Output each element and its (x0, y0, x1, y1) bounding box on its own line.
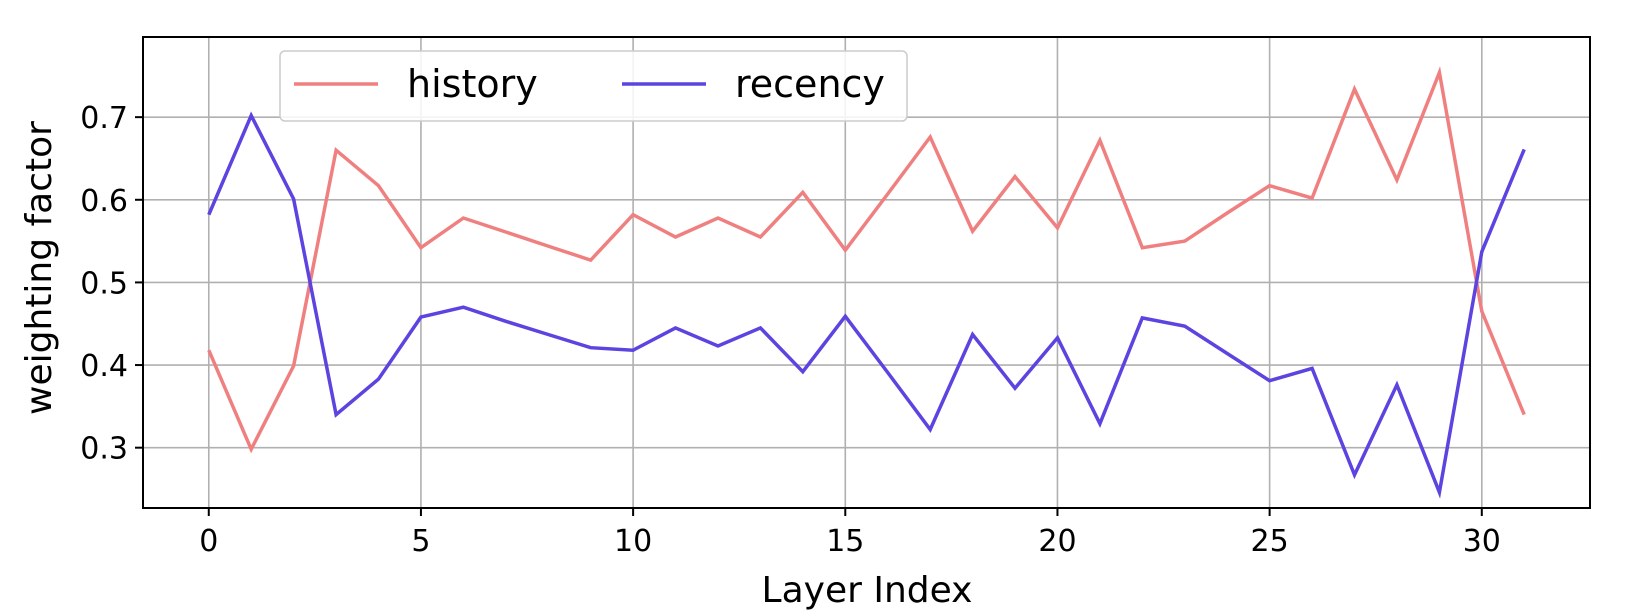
x-tick-label: 15 (826, 524, 864, 559)
legend-label-history: history (407, 62, 538, 106)
x-tick-label: 25 (1251, 524, 1289, 559)
x-tick-label: 30 (1463, 524, 1501, 559)
series-line-recency (207, 111, 1526, 499)
y-tick-label: 0.3 (80, 432, 128, 467)
series-line-history (207, 66, 1526, 454)
y-tick-label: 0.6 (80, 184, 128, 219)
legend-box (279, 50, 908, 122)
y-tick-label: 0.4 (80, 349, 128, 384)
legend-label-recency: recency (735, 62, 885, 106)
x-tick-label: 20 (1038, 524, 1076, 559)
y-axis-label: weighting factor (19, 121, 60, 415)
plot-frame (142, 36, 1591, 509)
x-tick-label: 10 (614, 524, 652, 559)
x-tick-label: 5 (411, 524, 430, 559)
x-axis-ticks: 0 5 10 15 20 25 30 (199, 508, 1501, 559)
legend: history recency (279, 50, 908, 122)
series-lines (207, 66, 1526, 499)
y-tick-label: 0.5 (80, 266, 128, 301)
y-axis-ticks: 0.3 0.4 0.5 0.6 0.7 (80, 101, 143, 467)
y-tick-label: 0.7 (80, 101, 128, 136)
x-tick-label: 0 (199, 524, 218, 559)
x-axis-label: Layer Index (762, 570, 973, 610)
